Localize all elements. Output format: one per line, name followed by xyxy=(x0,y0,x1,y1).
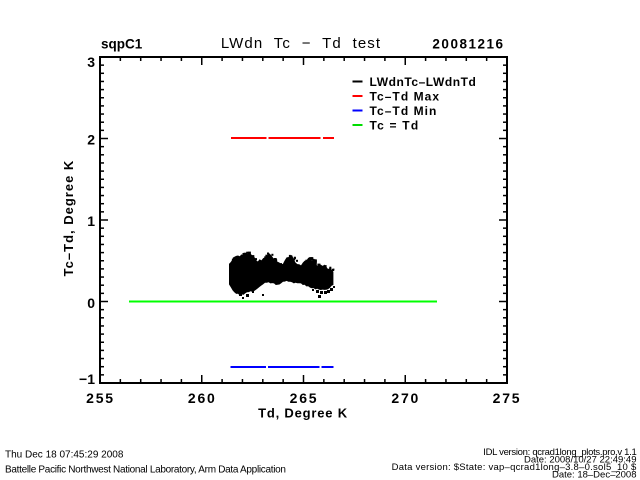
svg-text:275: 275 xyxy=(493,390,522,406)
svg-text:20081216: 20081216 xyxy=(432,37,504,52)
svg-text:Battelle Pacific Northwest Nat: Battelle Pacific Northwest National Labo… xyxy=(5,465,286,476)
svg-text:255: 255 xyxy=(86,390,115,406)
svg-text:sqpC1: sqpC1 xyxy=(101,37,143,52)
svg-text:0: 0 xyxy=(87,295,95,311)
svg-text:LWdnTc–LWdnTd: LWdnTc–LWdnTd xyxy=(370,75,477,89)
svg-text:Td, Degree K: Td, Degree K xyxy=(258,406,348,421)
svg-text:2: 2 xyxy=(87,132,95,148)
svg-text:270: 270 xyxy=(391,390,420,406)
svg-text:Tc = Td: Tc = Td xyxy=(370,119,420,133)
svg-text:1: 1 xyxy=(87,213,95,229)
svg-text:Data version: $State: vap–qcra: Data version: $State: vap–qcrad1long–3.8… xyxy=(392,462,637,473)
svg-text:Date: 2008/10/27 22:49:49: Date: 2008/10/27 22:49:49 xyxy=(524,455,637,466)
svg-text:LWdn Tc − Td test: LWdn Tc − Td test xyxy=(221,35,381,52)
svg-text:−1: −1 xyxy=(79,371,95,387)
svg-text:Tc–Td Min: Tc–Td Min xyxy=(370,104,438,118)
svg-text:260: 260 xyxy=(188,390,217,406)
svg-text:Tc–Td, Degree K: Tc–Td, Degree K xyxy=(61,160,76,277)
svg-text:IDL version: qcrad1long_plots.: IDL version: qcrad1long_plots.pro,v 1.1 xyxy=(483,447,636,458)
svg-text:3: 3 xyxy=(87,54,95,70)
svg-text:Thu Dec 18 07:45:29 2008: Thu Dec 18 07:45:29 2008 xyxy=(5,450,124,461)
svg-text:265: 265 xyxy=(290,390,319,406)
svg-text:Date: 18–Dec–2008: Date: 18–Dec–2008 xyxy=(552,470,637,480)
svg-text:Tc–Td Max: Tc–Td Max xyxy=(370,90,441,104)
